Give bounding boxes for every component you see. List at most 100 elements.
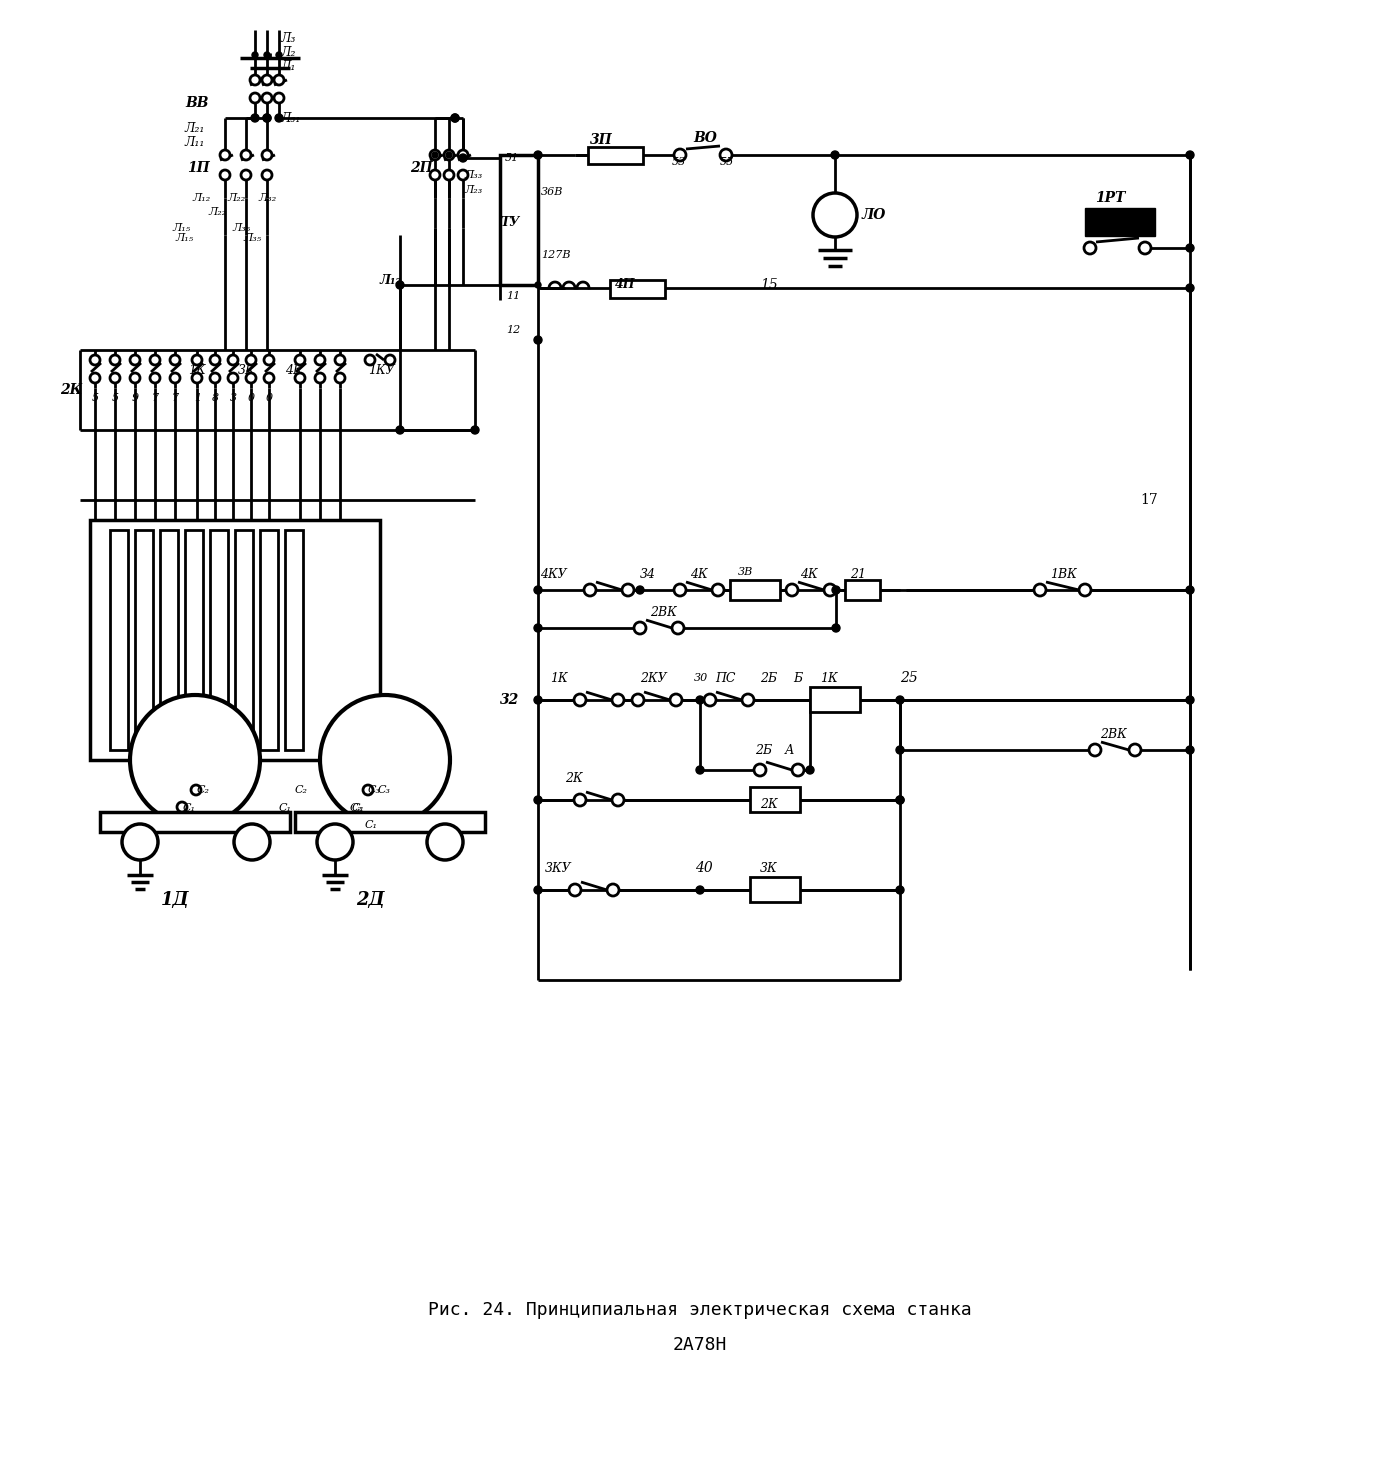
- Text: 2Б: 2Б: [755, 743, 773, 756]
- Circle shape: [274, 115, 283, 122]
- Circle shape: [276, 51, 281, 59]
- Circle shape: [720, 148, 732, 161]
- Circle shape: [792, 763, 804, 777]
- Circle shape: [896, 696, 904, 705]
- Circle shape: [246, 373, 256, 383]
- Text: 2А78Н: 2А78Н: [673, 1336, 727, 1353]
- Circle shape: [451, 115, 459, 122]
- Circle shape: [533, 336, 542, 344]
- Circle shape: [396, 280, 405, 289]
- Circle shape: [631, 694, 644, 706]
- Text: 1К: 1К: [550, 671, 567, 684]
- Circle shape: [533, 624, 542, 633]
- Text: С₂: С₂: [350, 803, 363, 813]
- Circle shape: [458, 170, 468, 181]
- Text: 2К: 2К: [60, 383, 83, 396]
- Circle shape: [169, 373, 181, 383]
- Text: 3К: 3К: [238, 364, 256, 376]
- Text: 1КУ: 1КУ: [368, 364, 395, 376]
- Circle shape: [252, 51, 258, 59]
- Bar: [750, 876, 799, 901]
- Circle shape: [568, 884, 581, 895]
- Circle shape: [241, 150, 251, 160]
- Circle shape: [1186, 283, 1194, 292]
- Circle shape: [584, 584, 596, 596]
- Text: Л₂₃: Л₂₃: [463, 185, 482, 195]
- Bar: [160, 530, 178, 750]
- Circle shape: [742, 694, 755, 706]
- Text: Б: Б: [792, 671, 802, 684]
- Circle shape: [1186, 696, 1194, 705]
- Text: С₁: С₁: [183, 803, 196, 813]
- Circle shape: [262, 150, 272, 160]
- Circle shape: [265, 355, 274, 366]
- Text: ЛО: ЛО: [862, 208, 886, 222]
- Circle shape: [363, 785, 372, 796]
- Text: 4К: 4К: [799, 568, 818, 581]
- Circle shape: [832, 624, 840, 633]
- Circle shape: [447, 153, 452, 159]
- Circle shape: [1035, 584, 1046, 596]
- Circle shape: [228, 373, 238, 383]
- Circle shape: [262, 170, 272, 181]
- Circle shape: [433, 153, 438, 159]
- Circle shape: [251, 115, 259, 122]
- Circle shape: [672, 622, 685, 634]
- Circle shape: [210, 373, 220, 383]
- Circle shape: [785, 584, 798, 596]
- Text: 4КУ: 4КУ: [540, 568, 567, 581]
- Text: 5: 5: [112, 393, 119, 404]
- Circle shape: [295, 373, 305, 383]
- Text: С₁: С₁: [279, 803, 293, 813]
- Text: 34: 34: [640, 568, 657, 581]
- Bar: [811, 687, 860, 712]
- Text: 1ВК: 1ВК: [1050, 568, 1077, 581]
- Circle shape: [813, 192, 857, 236]
- Text: 2ВК: 2ВК: [650, 606, 676, 619]
- Circle shape: [444, 150, 454, 160]
- Circle shape: [246, 355, 256, 366]
- Text: С₂: С₂: [197, 785, 210, 796]
- Text: Л₁₅: Л₁₅: [172, 223, 190, 233]
- Circle shape: [622, 584, 634, 596]
- Bar: [846, 580, 881, 600]
- Bar: [260, 530, 279, 750]
- Text: С₃: С₃: [368, 785, 381, 796]
- Circle shape: [634, 622, 645, 634]
- Bar: [111, 530, 127, 750]
- Circle shape: [636, 586, 644, 595]
- Text: 1РТ: 1РТ: [1095, 191, 1126, 206]
- Circle shape: [696, 696, 704, 705]
- Bar: [210, 530, 228, 750]
- Text: 3: 3: [230, 393, 237, 404]
- Circle shape: [673, 584, 686, 596]
- Circle shape: [832, 586, 840, 595]
- Circle shape: [295, 355, 305, 366]
- Text: 2КУ: 2КУ: [640, 671, 666, 684]
- Text: С₂: С₂: [295, 785, 308, 796]
- Circle shape: [122, 824, 158, 860]
- Circle shape: [210, 355, 220, 366]
- Text: Л₁: Л₁: [280, 60, 295, 72]
- Bar: [235, 530, 253, 750]
- Circle shape: [696, 766, 704, 774]
- Bar: [729, 580, 780, 600]
- Text: 4П: 4П: [615, 279, 636, 292]
- Circle shape: [262, 92, 272, 103]
- Circle shape: [612, 794, 624, 806]
- Text: 2ВК: 2ВК: [1100, 728, 1127, 741]
- Text: Л₂: Л₂: [280, 46, 295, 59]
- Circle shape: [533, 586, 542, 595]
- Text: Л₁₁: Л₁₁: [185, 137, 206, 150]
- Text: ВО: ВО: [693, 131, 717, 145]
- Text: С₁: С₁: [351, 803, 365, 813]
- Circle shape: [430, 150, 440, 160]
- Circle shape: [533, 696, 542, 705]
- Bar: [99, 812, 290, 832]
- Circle shape: [470, 426, 479, 435]
- Bar: [134, 530, 153, 750]
- Text: 7: 7: [153, 393, 160, 404]
- Text: 30: 30: [694, 672, 708, 683]
- Text: 40: 40: [694, 862, 713, 875]
- Bar: [185, 530, 203, 750]
